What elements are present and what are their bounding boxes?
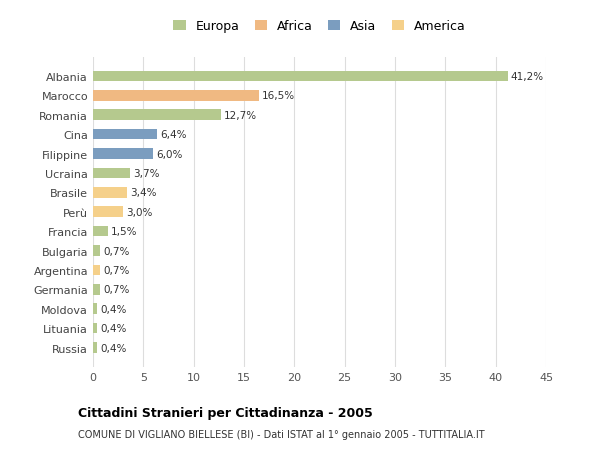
Bar: [93, 168, 130, 179]
Bar: [93, 110, 221, 121]
Text: 0,4%: 0,4%: [100, 343, 127, 353]
Text: 6,4%: 6,4%: [160, 130, 187, 140]
Bar: [93, 246, 100, 256]
Bar: [93, 342, 97, 353]
Text: 6,0%: 6,0%: [157, 149, 183, 159]
Bar: [93, 149, 154, 160]
Text: 3,7%: 3,7%: [133, 168, 160, 179]
Text: 41,2%: 41,2%: [511, 72, 544, 82]
Legend: Europa, Africa, Asia, America: Europa, Africa, Asia, America: [173, 20, 466, 33]
Text: COMUNE DI VIGLIANO BIELLESE (BI) - Dati ISTAT al 1° gennaio 2005 - TUTTITALIA.IT: COMUNE DI VIGLIANO BIELLESE (BI) - Dati …: [78, 429, 485, 439]
Bar: [93, 304, 97, 314]
Bar: [93, 207, 123, 218]
Bar: [93, 265, 100, 276]
Bar: [93, 285, 100, 295]
Text: 0,7%: 0,7%: [103, 285, 130, 295]
Text: 0,4%: 0,4%: [100, 324, 127, 333]
Text: 0,7%: 0,7%: [103, 265, 130, 275]
Bar: [93, 188, 127, 198]
Text: 16,5%: 16,5%: [262, 91, 295, 101]
Text: Cittadini Stranieri per Cittadinanza - 2005: Cittadini Stranieri per Cittadinanza - 2…: [78, 406, 373, 419]
Bar: [93, 72, 508, 82]
Text: 1,5%: 1,5%: [111, 227, 137, 237]
Text: 3,4%: 3,4%: [130, 188, 157, 198]
Bar: [93, 226, 108, 237]
Text: 3,0%: 3,0%: [126, 207, 152, 217]
Bar: [93, 323, 97, 334]
Text: 12,7%: 12,7%: [224, 111, 257, 120]
Bar: [93, 129, 157, 140]
Text: 0,7%: 0,7%: [103, 246, 130, 256]
Text: 0,4%: 0,4%: [100, 304, 127, 314]
Bar: [93, 91, 259, 101]
